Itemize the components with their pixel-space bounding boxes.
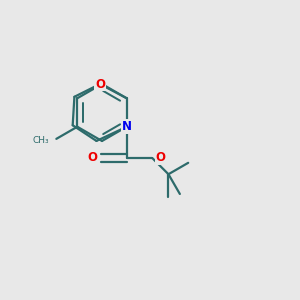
Text: O: O	[95, 78, 105, 91]
Text: O: O	[156, 151, 166, 164]
Text: O: O	[88, 151, 98, 164]
Text: N: N	[122, 120, 132, 133]
Text: CH₃: CH₃	[32, 136, 49, 145]
